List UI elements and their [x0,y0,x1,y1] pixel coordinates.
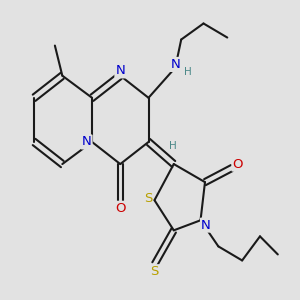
Text: H: H [169,141,176,151]
Text: N: N [170,58,180,71]
Text: S: S [150,265,159,278]
Text: N: N [82,136,92,148]
Text: S: S [144,192,152,205]
Text: O: O [115,202,125,215]
Text: O: O [232,158,243,171]
Text: N: N [201,219,211,232]
Text: N: N [116,64,125,77]
Text: H: H [184,68,192,77]
